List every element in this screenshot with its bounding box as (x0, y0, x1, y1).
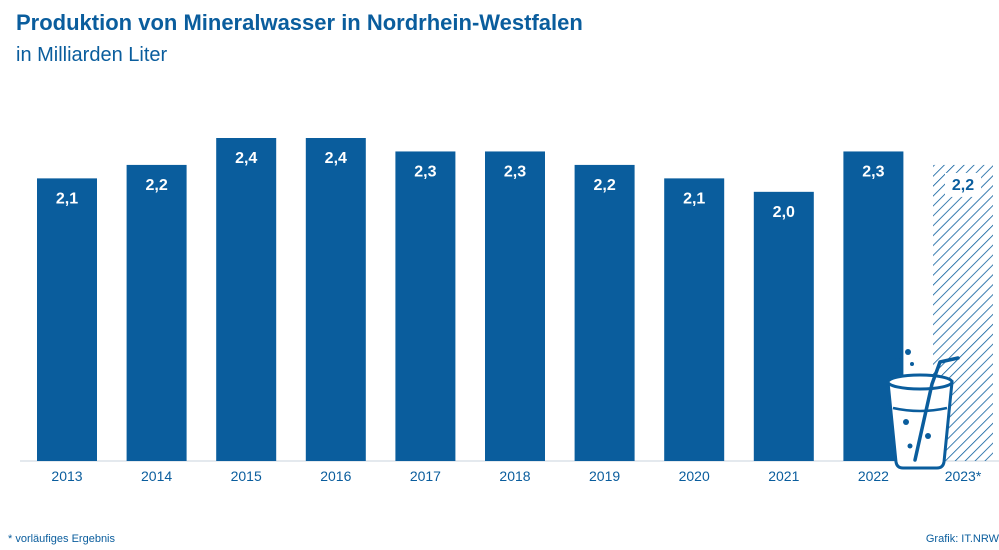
water-glass-icon (886, 349, 960, 470)
x-tick-label: 2017 (410, 468, 441, 484)
x-tick-label: 2015 (231, 468, 262, 484)
value-label: 2,2 (952, 177, 974, 194)
chart-title: Produktion von Mineralwasser in Nordrhei… (16, 10, 583, 35)
bar-2016 (305, 138, 366, 461)
x-tick-label: 2023* (945, 468, 982, 484)
bar-2017 (395, 151, 456, 462)
value-label: 2,4 (235, 150, 257, 167)
value-label: 2,1 (683, 190, 705, 207)
bar-2020 (664, 178, 725, 461)
bar-2015 (216, 138, 277, 461)
value-label-background (945, 172, 981, 197)
x-tick-label: 2016 (320, 468, 351, 484)
source-credit: Grafik: IT.NRW (925, 533, 999, 545)
footnote: * vorläufiges Ergebnis (8, 533, 116, 545)
chart-subtitle: in Milliarden Liter (16, 44, 168, 66)
bar-2021 (753, 191, 814, 462)
x-tick-label: 2019 (589, 468, 620, 484)
bar-2019 (574, 164, 635, 461)
x-tick-label: 2013 (51, 468, 82, 484)
x-tick-label: 2021 (768, 468, 799, 484)
value-label: 2,0 (773, 204, 795, 221)
bar-2018 (485, 151, 545, 462)
x-tick-label: 2022 (858, 468, 889, 484)
value-label: 2,3 (862, 163, 884, 180)
bar-2013 (37, 178, 97, 461)
value-label: 2,3 (504, 163, 526, 180)
value-label: 2,2 (593, 177, 615, 194)
value-label: 2,3 (414, 163, 436, 180)
value-label: 2,1 (56, 190, 78, 207)
x-tick-label: 2020 (679, 468, 710, 484)
value-label: 2,4 (325, 150, 347, 167)
bar-2014 (126, 164, 187, 461)
value-label: 2,2 (145, 177, 167, 194)
x-tick-label: 2018 (499, 468, 530, 484)
x-tick-label: 2014 (141, 468, 172, 484)
